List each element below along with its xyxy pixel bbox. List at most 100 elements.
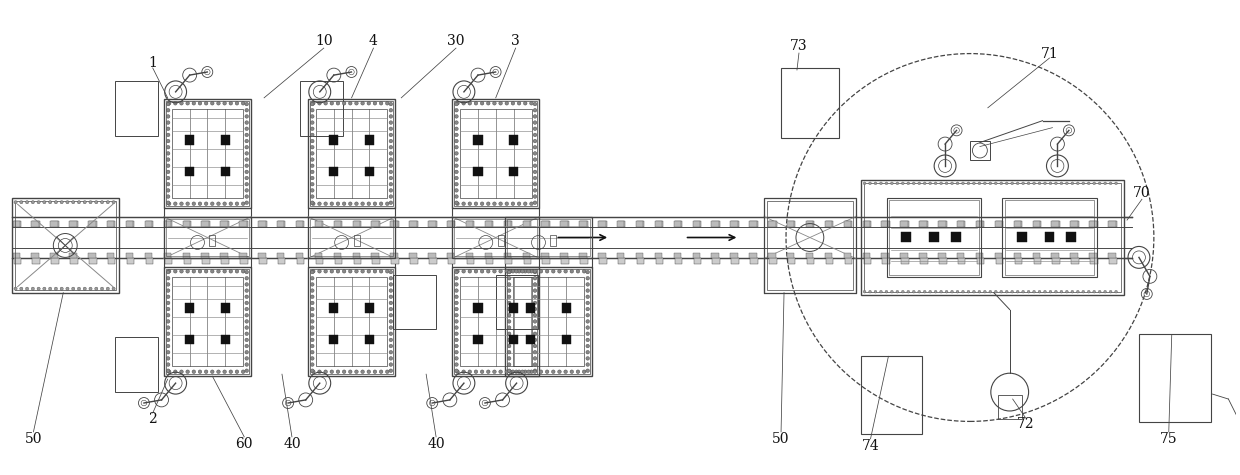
Bar <box>171 277 243 366</box>
Circle shape <box>246 121 248 124</box>
Circle shape <box>994 290 997 293</box>
Bar <box>14 258 21 264</box>
Bar <box>618 221 625 227</box>
Text: 4: 4 <box>370 34 378 48</box>
Bar <box>372 253 379 258</box>
Circle shape <box>961 290 965 293</box>
Bar <box>258 221 265 227</box>
Circle shape <box>455 108 459 112</box>
Circle shape <box>223 202 227 206</box>
Bar <box>455 101 537 206</box>
Text: 50: 50 <box>25 432 42 446</box>
Circle shape <box>367 269 371 273</box>
Bar <box>115 81 157 135</box>
Circle shape <box>521 370 525 373</box>
Bar <box>618 258 625 264</box>
Circle shape <box>166 164 170 168</box>
Circle shape <box>508 370 512 373</box>
Bar <box>164 99 252 208</box>
Circle shape <box>967 290 970 293</box>
Circle shape <box>1110 182 1112 185</box>
Circle shape <box>990 182 992 185</box>
Bar <box>542 221 549 227</box>
Circle shape <box>310 176 314 180</box>
Bar <box>508 167 518 176</box>
Circle shape <box>455 201 459 205</box>
Circle shape <box>317 102 321 105</box>
Circle shape <box>874 290 877 293</box>
Bar <box>562 304 572 313</box>
Circle shape <box>467 269 471 273</box>
Bar <box>560 253 568 258</box>
Bar <box>505 221 512 227</box>
Circle shape <box>1071 182 1074 185</box>
Circle shape <box>192 370 196 373</box>
Circle shape <box>246 133 248 137</box>
Bar <box>1109 258 1116 264</box>
Circle shape <box>961 182 965 185</box>
Circle shape <box>1022 290 1024 293</box>
Circle shape <box>167 102 171 105</box>
Circle shape <box>342 370 346 373</box>
Bar <box>826 221 833 227</box>
Bar <box>976 221 983 227</box>
Bar <box>781 68 838 138</box>
Bar <box>89 221 97 227</box>
Bar <box>329 135 339 145</box>
Text: 50: 50 <box>773 432 790 446</box>
Circle shape <box>246 344 248 348</box>
Circle shape <box>999 182 1003 185</box>
Bar <box>12 253 20 258</box>
Circle shape <box>507 351 511 354</box>
Circle shape <box>517 202 521 206</box>
Circle shape <box>533 370 537 373</box>
Bar <box>977 258 985 264</box>
Circle shape <box>246 283 248 286</box>
Bar <box>787 221 795 227</box>
Text: 60: 60 <box>236 437 253 451</box>
Bar <box>308 99 396 208</box>
Circle shape <box>310 289 314 293</box>
Circle shape <box>1054 182 1058 185</box>
Bar <box>1052 221 1059 227</box>
Bar <box>1013 221 1022 227</box>
Bar <box>861 180 1123 295</box>
Circle shape <box>539 370 543 373</box>
Circle shape <box>461 202 465 206</box>
Bar <box>108 221 115 227</box>
Bar <box>201 221 208 227</box>
Circle shape <box>324 202 327 206</box>
Bar <box>1109 221 1116 227</box>
Circle shape <box>474 102 477 105</box>
Circle shape <box>310 164 314 168</box>
Circle shape <box>389 320 393 323</box>
Bar <box>184 221 191 227</box>
Circle shape <box>205 102 208 105</box>
Circle shape <box>508 269 512 273</box>
Bar <box>732 221 739 227</box>
Bar <box>221 335 231 344</box>
Circle shape <box>533 338 537 342</box>
Circle shape <box>455 314 459 317</box>
Bar <box>1070 253 1078 258</box>
Circle shape <box>1011 182 1013 185</box>
Bar <box>712 253 719 258</box>
Bar <box>474 304 482 313</box>
Circle shape <box>1065 290 1069 293</box>
Bar <box>522 221 529 227</box>
Bar <box>901 231 911 242</box>
Bar <box>919 221 926 227</box>
Bar <box>221 221 228 227</box>
Circle shape <box>379 102 383 105</box>
Bar <box>164 217 252 258</box>
Circle shape <box>1076 290 1079 293</box>
Circle shape <box>533 195 537 199</box>
Circle shape <box>455 363 459 366</box>
Circle shape <box>455 102 459 106</box>
Circle shape <box>486 370 490 373</box>
Circle shape <box>533 102 537 106</box>
Circle shape <box>166 276 170 280</box>
Circle shape <box>924 290 926 293</box>
Circle shape <box>310 114 314 118</box>
Circle shape <box>1115 182 1117 185</box>
